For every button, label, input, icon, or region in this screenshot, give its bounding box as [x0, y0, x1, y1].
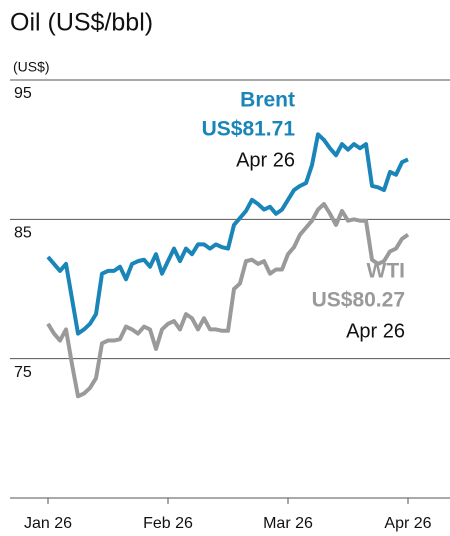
y-axis-label: (US$) — [13, 59, 50, 75]
x-tick-label: Feb 26 — [143, 515, 193, 532]
annotation-price: US$80.27 — [312, 289, 405, 312]
annotation-date: Apr 26 — [236, 149, 295, 171]
y-tick-label: 75 — [14, 364, 32, 381]
annotation-name: WTI — [367, 260, 405, 283]
annotation-name: Brent — [240, 89, 295, 112]
y-tick-label: 85 — [14, 225, 32, 242]
series-line — [46, 202, 410, 399]
chart-title: Oil (US$/bbl) — [10, 9, 153, 37]
annotation-price: US$81.71 — [202, 118, 296, 141]
x-tick-label: Jan 26 — [24, 515, 72, 532]
y-tick-label: 95 — [14, 85, 32, 102]
series-line — [46, 132, 409, 336]
annotation-date: Apr 26 — [346, 320, 405, 342]
x-tick-label: Mar 26 — [263, 515, 313, 532]
x-tick-label: Apr 26 — [384, 515, 431, 532]
